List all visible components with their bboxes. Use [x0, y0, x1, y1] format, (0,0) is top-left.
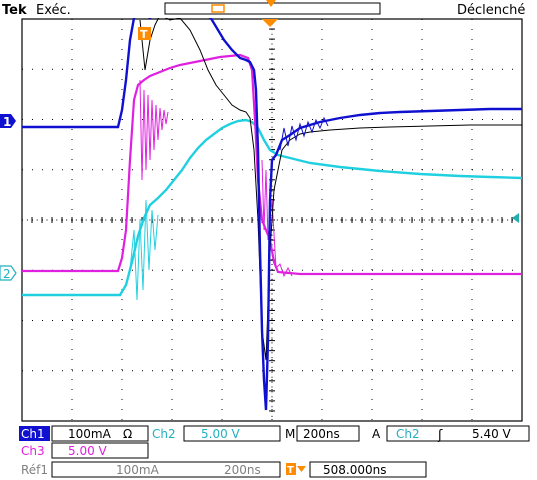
ch3-waveform — [22, 53, 522, 276]
ref-label[interactable]: Réf1 — [21, 463, 48, 477]
trigger-t-marker-label: T — [140, 28, 148, 41]
ch1-label[interactable]: Ch1 — [21, 427, 45, 441]
trigger-prefix: A — [372, 427, 381, 441]
header-bar: Tek Exéc. Déclenché — [0, 0, 537, 18]
brand-label: Tek — [2, 3, 27, 18]
trigger-slope-icon: ʃ — [437, 428, 443, 443]
trigger-t-marker-icon[interactable]: T — [138, 27, 151, 41]
ch1-marker[interactable]: 1 — [0, 114, 16, 129]
ch1-scale: 100mA — [68, 427, 112, 441]
ch1-coupling-icon: Ω — [123, 427, 132, 441]
ch1-ripple — [279, 116, 329, 151]
ch2-marker[interactable]: 2 — [0, 265, 17, 281]
trigger-box[interactable] — [386, 425, 530, 442]
timebase-prefix: M — [285, 427, 295, 441]
timebase-box[interactable] — [296, 425, 360, 442]
trigger-level-arrow-icon[interactable] — [512, 213, 519, 223]
trigger-delay-box[interactable] — [309, 461, 427, 478]
ch2-scale-box[interactable] — [183, 425, 281, 442]
ch3-scale: 5.00 V — [68, 444, 108, 458]
trigger-source: Ch2 — [396, 427, 420, 441]
status-area: Ch1 100mA Ω Ch2 5.00 V M 200ns A Ch2 ʃ 5… — [0, 425, 537, 480]
trigger-level: 5.40 V — [472, 427, 512, 441]
svg-text:T: T — [287, 465, 294, 476]
trigger-position-flag-icon[interactable] — [262, 19, 278, 27]
ch1-scale-box[interactable] — [51, 425, 149, 442]
ref-time: 200ns — [224, 463, 261, 477]
record-window[interactable] — [211, 4, 225, 13]
ch2-ringing — [129, 199, 159, 301]
ch2-marker-label: 2 — [3, 267, 11, 281]
ch3-scale-box[interactable] — [51, 442, 149, 459]
trigger-delay: 508.000ns — [323, 463, 386, 477]
ch3-ringing — [139, 79, 293, 278]
trigger-state: Déclenché — [457, 3, 525, 18]
ref-scale-box[interactable] — [51, 461, 281, 478]
trigger-delay-icon: T — [286, 463, 306, 476]
ch3-label[interactable]: Ch3 — [21, 444, 45, 458]
trigger-delay-marker-icon — [266, 0, 276, 7]
math-waveform — [139, 14, 522, 361]
run-state: Exéc. — [36, 3, 71, 18]
ch2-label[interactable]: Ch2 — [152, 427, 176, 441]
timebase: 200ns — [303, 427, 340, 441]
ref-scale: 100mA — [116, 463, 160, 477]
ch1-marker-label: 1 — [3, 115, 11, 129]
ch2-scale: 5.00 V — [201, 427, 241, 441]
